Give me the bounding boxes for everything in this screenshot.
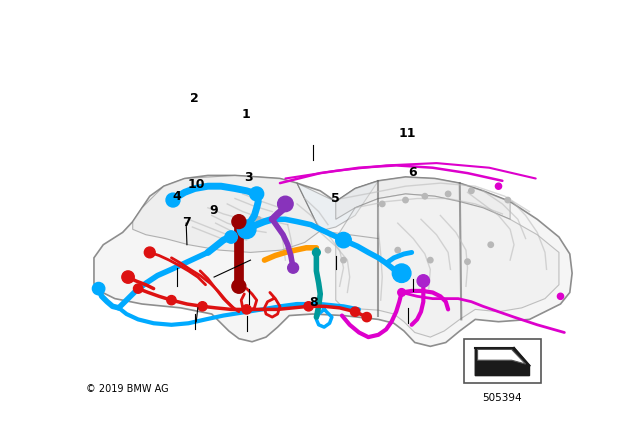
Bar [463, 339, 541, 383]
Text: 2: 2 [189, 92, 198, 105]
Circle shape [403, 198, 408, 203]
Polygon shape [476, 348, 529, 375]
Circle shape [395, 247, 401, 253]
Circle shape [468, 188, 474, 194]
Text: © 2019 BMW AG: © 2019 BMW AG [86, 384, 169, 394]
Circle shape [380, 201, 385, 207]
Circle shape [288, 263, 298, 273]
Circle shape [237, 220, 256, 238]
Circle shape [244, 228, 250, 233]
Circle shape [336, 233, 351, 248]
Circle shape [232, 280, 246, 293]
Circle shape [422, 194, 428, 199]
Text: 10: 10 [188, 178, 205, 191]
Polygon shape [477, 349, 525, 364]
Circle shape [505, 198, 511, 203]
Circle shape [340, 258, 346, 263]
Circle shape [278, 196, 293, 211]
Circle shape [145, 247, 155, 258]
Circle shape [417, 275, 429, 287]
Circle shape [397, 289, 406, 296]
Circle shape [392, 264, 411, 282]
Circle shape [445, 191, 451, 197]
Text: 7: 7 [182, 216, 191, 229]
Text: 11: 11 [399, 127, 416, 140]
Circle shape [351, 307, 360, 316]
Circle shape [228, 236, 234, 241]
Circle shape [465, 259, 470, 264]
Circle shape [134, 284, 143, 293]
Circle shape [198, 302, 207, 311]
Circle shape [304, 302, 313, 311]
Circle shape [250, 187, 264, 201]
Circle shape [225, 231, 237, 243]
Text: 5: 5 [331, 192, 340, 205]
Circle shape [557, 293, 564, 299]
Polygon shape [297, 181, 378, 231]
Circle shape [92, 282, 105, 295]
Text: 505394: 505394 [483, 392, 522, 403]
Text: 9: 9 [210, 204, 218, 217]
Circle shape [167, 296, 176, 305]
Circle shape [428, 258, 433, 263]
Circle shape [242, 305, 252, 314]
Circle shape [232, 215, 246, 228]
Circle shape [488, 242, 493, 247]
Text: 6: 6 [408, 166, 417, 179]
Circle shape [312, 249, 320, 256]
Text: 1: 1 [242, 108, 250, 121]
Text: 8: 8 [309, 296, 317, 309]
Circle shape [495, 183, 502, 189]
Circle shape [362, 313, 371, 322]
Circle shape [325, 247, 331, 253]
Circle shape [255, 217, 261, 222]
Circle shape [166, 193, 180, 207]
Text: 4: 4 [172, 190, 181, 203]
Polygon shape [336, 177, 510, 220]
Text: 3: 3 [244, 172, 253, 185]
Circle shape [122, 271, 134, 283]
Polygon shape [94, 176, 572, 346]
Polygon shape [336, 194, 559, 337]
Polygon shape [132, 176, 320, 252]
